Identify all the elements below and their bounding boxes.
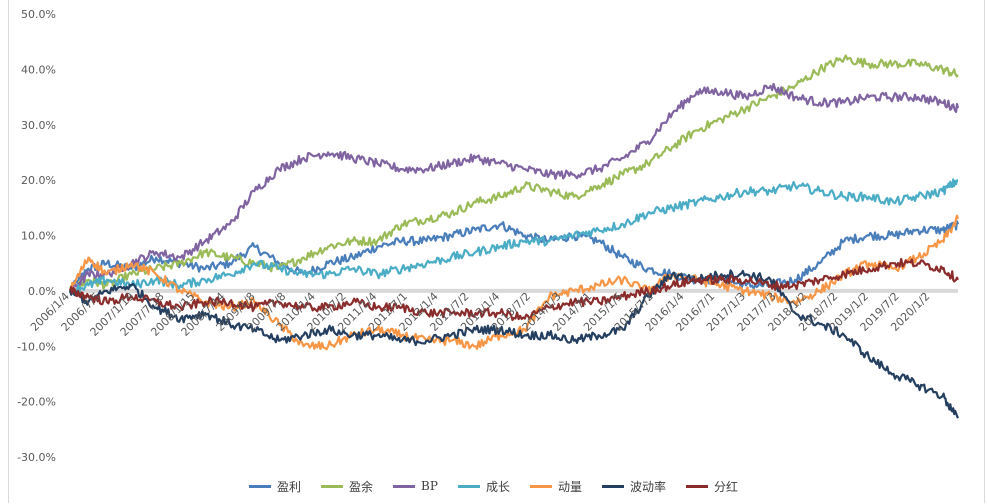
y-axis-tick-labels: 50.0% 40.0% 30.0% 20.0% 10.0% 0.0% -10.0% -20.0…: [17, 8, 56, 464]
legend: 盈利 盈余 BP 成长 动量 波动率 分红: [0, 477, 987, 495]
legend-item[interactable]: 动量: [529, 478, 582, 495]
y-tick-label: 20.0%: [21, 174, 56, 187]
series-line-盈利: [68, 220, 960, 292]
legend-swatch: [249, 484, 271, 488]
y-tick-label: -30.0%: [17, 451, 56, 464]
chart-frame: [8, 0, 985, 503]
legend-label: 动量: [557, 479, 582, 494]
legend-swatch: [685, 484, 708, 488]
legend-label: 波动率: [629, 479, 666, 494]
legend-item[interactable]: 成长: [457, 478, 510, 495]
legend-swatch: [457, 484, 480, 488]
series-line-波动率: [68, 269, 960, 419]
legend-swatch: [601, 484, 624, 488]
series-line-成长: [68, 178, 959, 296]
legend-swatch: [393, 484, 416, 488]
y-tick-label: 30.0%: [21, 119, 56, 132]
y-tick-label: 0.0%: [28, 285, 56, 298]
series-line-盈余: [68, 54, 959, 293]
legend-item[interactable]: BP: [393, 479, 438, 493]
series-line-分红: [68, 257, 960, 322]
legend-item[interactable]: 盈利: [249, 478, 301, 495]
legend-item[interactable]: 波动率: [601, 478, 666, 495]
legend-label: BP: [421, 479, 438, 493]
legend-swatch: [321, 484, 344, 488]
y-tick-label: -10.0%: [17, 340, 56, 353]
legend-item[interactable]: 盈余: [321, 478, 373, 495]
legend-label: 盈利: [277, 479, 302, 494]
series-line-BP: [69, 82, 960, 292]
legend-label: 分红: [713, 479, 738, 494]
y-tick-label: 10.0%: [21, 230, 56, 243]
legend-label: 盈余: [349, 479, 374, 494]
y-tick-label: 50.0%: [21, 8, 56, 21]
legend-swatch: [529, 484, 552, 488]
y-tick-label: 40.0%: [21, 63, 56, 76]
legend-label: 成长: [485, 479, 510, 494]
y-tick-label: -20.0%: [17, 396, 56, 409]
series-layer: [68, 54, 960, 419]
legend-item[interactable]: 分红: [685, 478, 738, 495]
